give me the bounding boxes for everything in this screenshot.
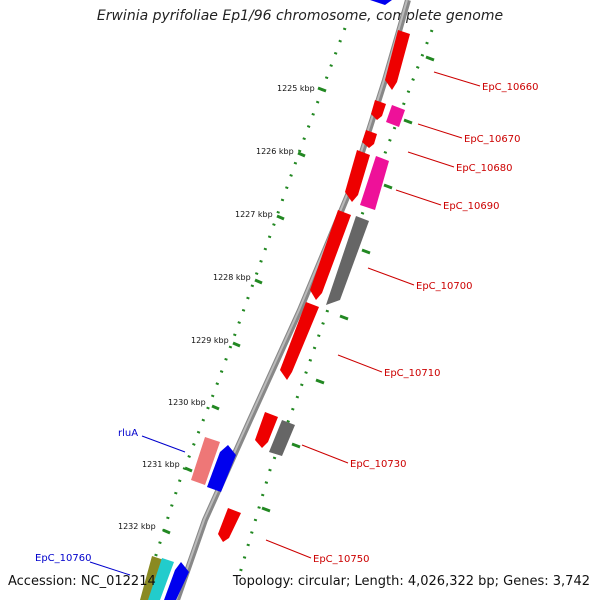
gene-label: EpC_10760 [35, 553, 91, 564]
gene-arrow-epc10710 [280, 302, 319, 380]
tick-label: 1230 kbp [168, 398, 206, 407]
gene-arrow-small-red [371, 100, 386, 120]
tick-label: 1226 kbp [256, 147, 294, 156]
inner-dotted-ring [146, 27, 347, 581]
gene-arrow-top-blue [370, 0, 392, 5]
gene-arrow-epc10700-red [310, 210, 351, 300]
gene-label: EpC_10710 [384, 368, 440, 379]
gene-arrow-epc10700-gray [326, 216, 369, 305]
gene-arrow-epc10750 [218, 508, 241, 542]
gene-label: EpC_10680 [456, 163, 512, 174]
tick-label: 1229 kbp [191, 336, 229, 345]
gene-arrow-epc10730-red [255, 412, 278, 448]
scale-ticks [162, 86, 327, 535]
chromosome-backbone-highlight [175, 0, 408, 600]
gene-arrow-red-2 [362, 130, 377, 148]
gene-arrow-epc10660 [385, 30, 410, 90]
tick-label: 1231 kbp [142, 460, 180, 469]
gene-label: EpC_10660 [482, 82, 538, 93]
gene-label: EpC_10700 [416, 281, 472, 292]
gene-arrow-epc10730-gray [269, 420, 295, 456]
gene-arrow-epc10690 [360, 156, 389, 210]
tick-label: 1232 kbp [118, 522, 156, 531]
label-leaders [89, 71, 481, 576]
gene-arrow-epc10680 [345, 150, 370, 202]
gene-arrow-rlua-blue [207, 445, 236, 492]
gene-label: EpC_10670 [464, 134, 520, 145]
gene-label: EpC_10730 [350, 459, 406, 470]
gene-arrow-rlua-salmon [191, 437, 220, 485]
gene-label: EpC_10750 [313, 554, 369, 565]
outer-ring-dashes [261, 55, 435, 513]
tick-label: 1225 kbp [277, 84, 315, 93]
gene-arrow-bottom-blue [164, 562, 189, 600]
gene-label: rluA [118, 428, 138, 439]
genome-summary-text: Topology: circular; Length: 4,026,322 bp… [232, 574, 590, 589]
gene-arrow-bottom-olive [140, 556, 164, 600]
accession-text: Accession: NC_012214 [8, 574, 156, 589]
gene-arrow-epc10670 [386, 105, 405, 127]
tick-label: 1228 kbp [213, 273, 251, 282]
gene-label: EpC_10690 [443, 201, 499, 212]
tick-label: 1227 kbp [235, 210, 273, 219]
gene-arrows [140, 0, 410, 600]
gene-arrow-bottom-cyan [148, 558, 174, 600]
